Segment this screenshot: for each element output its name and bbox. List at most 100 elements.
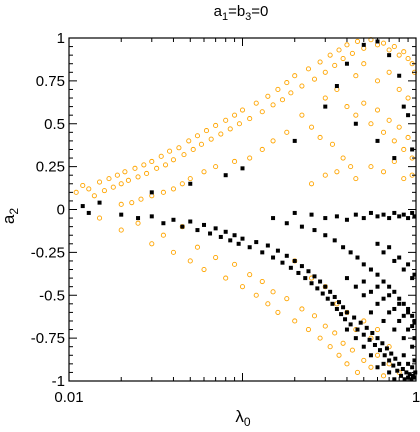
data-point-square <box>352 315 357 320</box>
data-point-circle <box>334 169 340 175</box>
data-point-square <box>401 212 406 217</box>
data-point-square <box>392 327 397 332</box>
data-point-circle <box>322 172 328 178</box>
data-point-square <box>312 274 317 279</box>
data-point-square <box>344 276 349 281</box>
data-point-square <box>407 372 412 377</box>
data-point-square <box>406 306 411 311</box>
data-point-circle <box>270 102 276 108</box>
data-point-square <box>309 212 314 217</box>
data-point-circle <box>186 138 192 144</box>
data-point-circle <box>253 292 259 298</box>
data-point-circle <box>236 121 242 127</box>
data-point-square <box>341 245 346 250</box>
data-point-circle <box>247 155 253 161</box>
y-tick-label: 0.25 <box>36 159 65 176</box>
data-point-circle <box>292 318 298 324</box>
data-point-circle <box>138 196 144 202</box>
data-point-square <box>375 241 380 246</box>
data-point-square <box>392 377 397 382</box>
data-point-square <box>401 301 406 306</box>
data-point-square <box>323 104 328 109</box>
data-point-circle <box>201 266 207 273</box>
y-tick-label: -0.25 <box>31 244 65 261</box>
data-point-square <box>353 121 358 126</box>
data-point-square <box>309 281 314 286</box>
data-point-circle <box>187 176 193 182</box>
data-point-square <box>320 291 325 296</box>
data-point-circle <box>332 330 338 336</box>
data-point-square <box>387 358 392 363</box>
data-point-circle <box>227 126 233 132</box>
data-point-circle <box>170 249 177 255</box>
data-point-circle <box>213 122 219 129</box>
data-point-square <box>412 272 417 277</box>
data-point-square <box>303 276 308 281</box>
data-point-square <box>387 216 392 221</box>
data-point-square <box>361 344 366 349</box>
data-point-circle <box>106 176 112 182</box>
data-point-circle <box>218 131 224 137</box>
data-point-square <box>334 214 339 219</box>
y-tick-label: 0.5 <box>44 116 65 133</box>
data-point-circle <box>284 129 290 135</box>
data-point-circle <box>405 56 411 62</box>
data-point-square <box>412 358 417 363</box>
data-point-square <box>218 234 223 239</box>
data-point-circle <box>125 177 131 183</box>
data-point-circle <box>344 104 350 110</box>
data-point-square <box>254 240 259 245</box>
data-point-circle <box>308 181 315 187</box>
data-point-circle <box>396 86 402 92</box>
data-point-square <box>339 312 344 317</box>
data-point-square <box>377 348 382 353</box>
data-point-square <box>312 228 317 233</box>
data-point-circle <box>292 73 298 79</box>
data-point-square <box>188 181 193 186</box>
data-point-square <box>397 301 402 306</box>
data-point-square <box>180 224 185 229</box>
data-point-square <box>328 289 333 294</box>
data-point-circle <box>247 272 253 278</box>
data-point-square <box>119 212 124 217</box>
data-point-square <box>330 301 335 306</box>
data-point-square <box>86 210 91 215</box>
data-point-circle <box>327 52 333 58</box>
data-point-circle <box>317 335 323 341</box>
data-point-circle <box>118 181 124 187</box>
data-point-square <box>395 368 400 373</box>
data-point-circle <box>129 200 135 206</box>
data-point-circle <box>353 73 359 79</box>
data-point-square <box>348 322 353 327</box>
data-point-square <box>404 370 409 375</box>
data-point-square <box>381 296 386 301</box>
data-point-square <box>240 166 245 171</box>
data-point-circle <box>194 133 201 139</box>
data-point-square <box>332 238 337 243</box>
data-point-circle <box>167 148 173 154</box>
data-point-circle <box>292 258 298 264</box>
data-point-circle <box>223 275 229 281</box>
axis-ticks: 1 0.75 0.5 0.25 0 -0.25 -0.5 -0.75 -10.01 1 <box>31 30 420 406</box>
data-point-circle <box>380 129 387 135</box>
data-point-square <box>410 365 415 370</box>
data-point-circle <box>259 278 265 285</box>
data-point-square <box>334 306 339 311</box>
chart-title-sub2: 3 <box>245 11 251 23</box>
data-point-circle <box>340 340 346 346</box>
data-point-square <box>397 318 402 323</box>
data-point-square <box>299 224 304 229</box>
data-point-circle <box>405 134 411 141</box>
y-axis-label: a2 <box>0 208 21 224</box>
data-point-circle <box>86 186 92 192</box>
data-point-circle <box>299 306 305 312</box>
data-point-circle <box>223 117 229 123</box>
data-point-circle <box>380 40 387 46</box>
data-point-circle <box>401 146 407 153</box>
data-point-square <box>381 361 386 366</box>
x-axis-label: λ0 <box>235 407 251 429</box>
data-point-square <box>284 221 289 226</box>
data-point-circle <box>349 347 355 353</box>
data-point-square <box>381 318 386 323</box>
data-point-square <box>406 113 411 118</box>
